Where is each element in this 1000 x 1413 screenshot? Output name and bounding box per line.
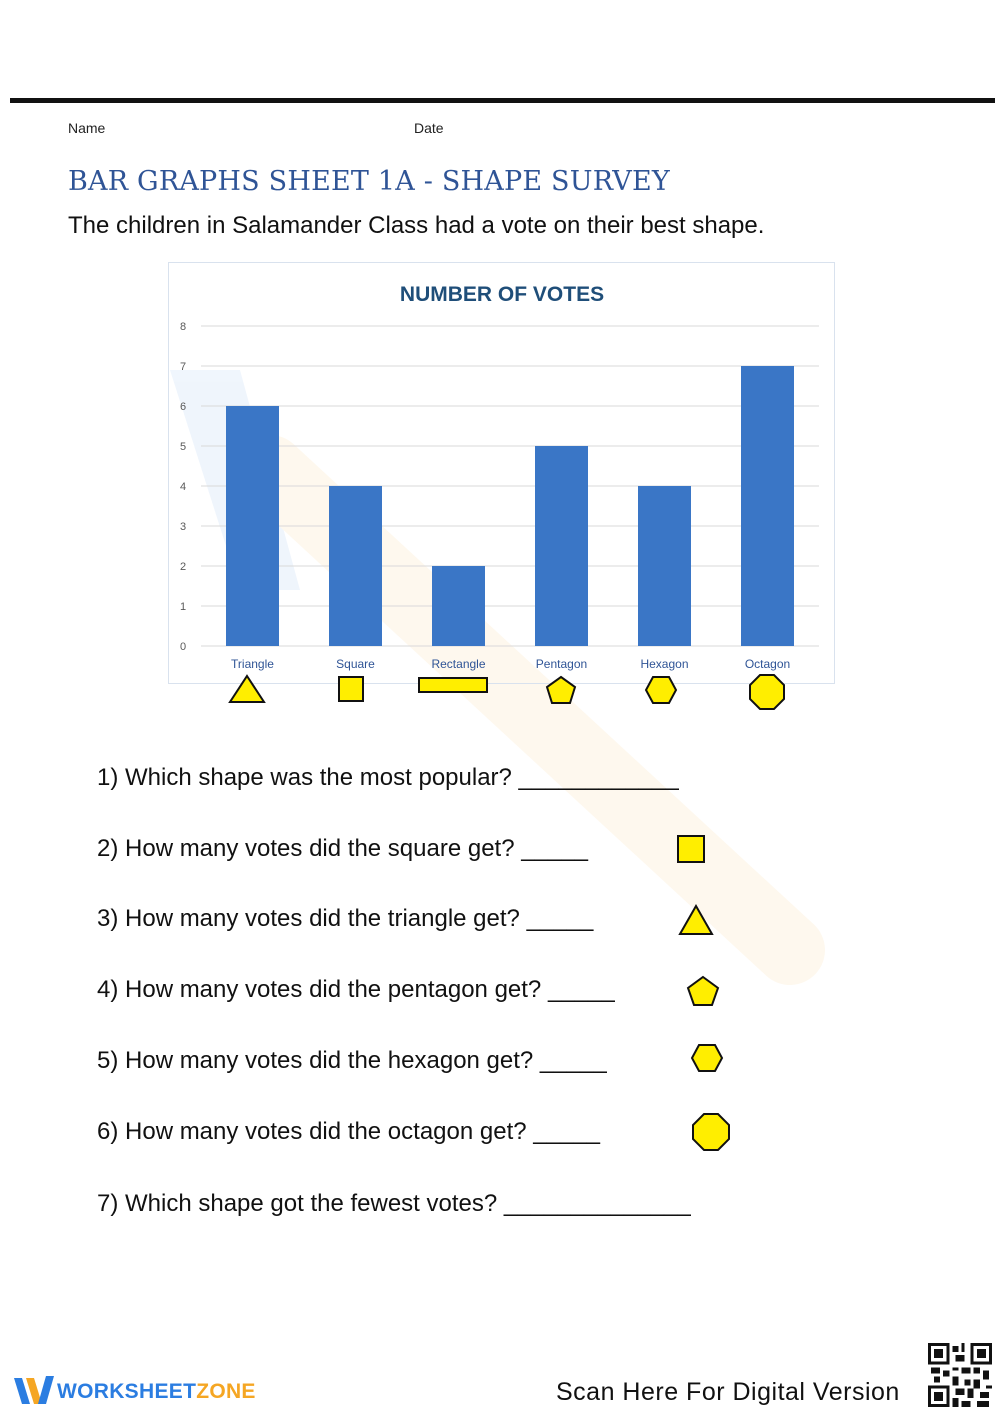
y-tick-label: 1 <box>180 601 186 613</box>
x-tick-label: Octagon <box>745 657 790 671</box>
scan-text: Scan Here For Digital Version <box>556 1378 900 1406</box>
pentagon-icon <box>686 975 720 1006</box>
chart-frame: NUMBER OF VOTES 0 1 2 3 4 5 6 7 8 Triangle Square… <box>168 262 835 684</box>
logo-text: WORKSHEETZONE <box>57 1380 256 1404</box>
y-tick-label: 7 <box>180 361 186 373</box>
chart-title: NUMBER OF VOTES <box>400 283 604 306</box>
square-icon <box>338 676 364 702</box>
octagon-icon <box>692 1113 730 1151</box>
x-tick-label: Triangle <box>231 657 274 671</box>
bar-chart: NUMBER OF VOTES 0 1 2 3 4 5 6 7 8 Triangle Square… <box>180 283 819 671</box>
x-tick-label: Square <box>336 657 375 671</box>
worksheetzone-logo-icon <box>14 1376 54 1404</box>
name-label: Name <box>68 120 106 136</box>
octagon-icon <box>749 674 785 710</box>
y-tick-label: 2 <box>180 561 186 573</box>
question-2: 2) How many votes did the square get? __… <box>97 835 588 862</box>
x-tick-label: Hexagon <box>640 657 688 671</box>
y-tick-label: 6 <box>180 401 186 413</box>
question-6: 6) How many votes did the octagon get? _… <box>97 1118 600 1145</box>
logo-secondary: ZONE <box>196 1380 256 1403</box>
bar-pentagon <box>535 446 588 646</box>
y-tick-label: 4 <box>180 481 186 493</box>
question-5: 5) How many votes did the hexagon get? _… <box>97 1047 607 1074</box>
x-tick-label: Rectangle <box>431 657 485 671</box>
square-icon <box>677 835 705 863</box>
hexagon-icon <box>690 1044 724 1072</box>
bar-rectangle <box>432 566 485 646</box>
qr-code-icon <box>928 1343 992 1407</box>
question-7: 7) Which shape got the fewest votes? ___… <box>97 1190 691 1217</box>
date-label: Date <box>414 120 444 136</box>
question-4: 4) How many votes did the pentagon get? … <box>97 976 615 1003</box>
y-tick-label: 3 <box>180 521 186 533</box>
x-tick-label: Pentagon <box>536 657 587 671</box>
pentagon-icon <box>545 675 577 704</box>
sheet-title: BAR GRAPHS SHEET 1A - SHAPE SURVEY <box>68 166 670 197</box>
y-tick-label: 8 <box>180 321 186 333</box>
logo-primary: WORKSHEET <box>57 1380 197 1403</box>
top-rule <box>10 98 995 103</box>
question-1: 1) Which shape was the most popular? ___… <box>97 764 679 791</box>
hexagon-icon <box>644 676 678 704</box>
y-tick-label: 5 <box>180 441 186 453</box>
bar-square <box>329 486 382 646</box>
bar-triangle <box>226 406 279 646</box>
y-tick-label: 0 <box>180 641 186 653</box>
triangle-icon <box>228 674 266 703</box>
intro-text: The children in Salamander Class had a v… <box>68 212 765 239</box>
bar-hexagon <box>638 486 691 646</box>
rectangle-icon <box>418 677 488 693</box>
bar-octagon <box>741 366 794 646</box>
triangle-icon <box>678 904 714 935</box>
question-3: 3) How many votes did the triangle get? … <box>97 905 594 932</box>
